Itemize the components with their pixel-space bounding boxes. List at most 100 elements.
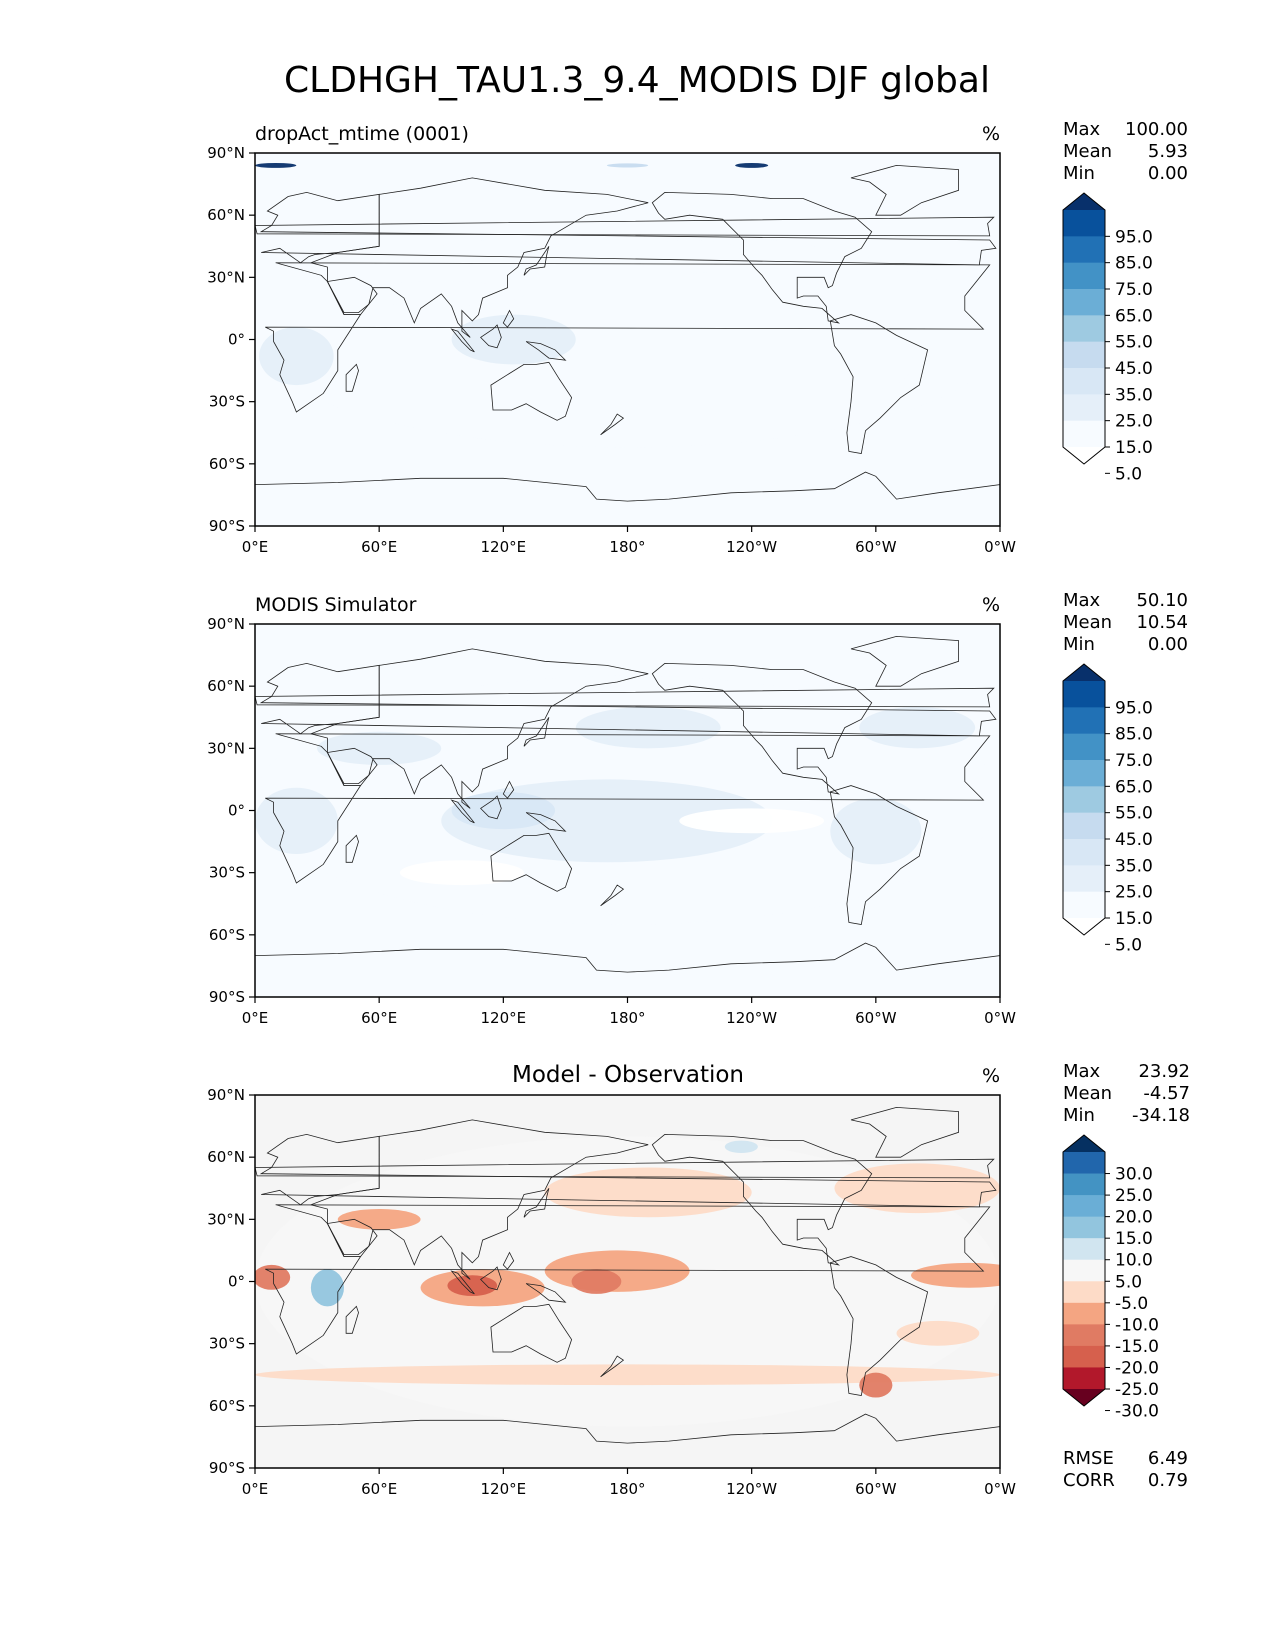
y-tick-label: 90°N xyxy=(207,1086,245,1104)
coastline-madagascar xyxy=(345,363,359,392)
coastline-africa xyxy=(265,1204,991,1355)
y-tick-label: 0° xyxy=(228,331,245,349)
colorbar-segment xyxy=(1063,1238,1105,1261)
colorbar-tick-label: -10.0 xyxy=(1115,1315,1159,1335)
colorbar-tick-label: 55.0 xyxy=(1115,804,1153,824)
field-region-13 xyxy=(896,1320,980,1346)
panel-model: dropAct_mtime (0001) % 0°E 60°E 120°E 180° 1… xyxy=(207,119,1188,556)
panel-units: % xyxy=(982,594,1000,616)
colorbar-tick-label: -20.0 xyxy=(1115,1358,1159,1378)
colorbar-tick-label: -25.0 xyxy=(1115,1380,1159,1400)
field-region-2 xyxy=(451,791,556,830)
coastline-sumatra xyxy=(450,799,475,824)
x-tick-label: 60°E xyxy=(361,1009,397,1027)
field-region-2 xyxy=(451,314,576,365)
colorbar-segment xyxy=(1063,733,1105,761)
x-tick-label: 180° xyxy=(609,1480,645,1498)
colorbar-extend-min xyxy=(1063,447,1105,464)
field-region-8 xyxy=(544,1167,752,1218)
map-field xyxy=(255,162,1000,448)
y-tick-label: 30°N xyxy=(207,268,245,286)
coastline-sumatra xyxy=(450,1270,475,1295)
coastline-europe xyxy=(259,1133,997,1208)
colorbar-segment xyxy=(1063,1345,1105,1368)
coastline-japan xyxy=(523,717,550,747)
field-region-4 xyxy=(631,240,748,274)
stat-max-label: Max xyxy=(1063,1061,1101,1082)
colorbar: 30.025.020.015.010.05.0-5.0-10.0-15.0-20… xyxy=(1062,1134,1159,1422)
colorbar-extend-min xyxy=(1063,918,1105,935)
coastline-borneo xyxy=(479,324,502,349)
colorbar-segment xyxy=(1063,262,1105,290)
field-layer xyxy=(255,675,1000,925)
colorbar-tick-label: 20.0 xyxy=(1115,1208,1153,1228)
colorbar-segment xyxy=(1063,786,1105,814)
colorbar-tick-label: 15.0 xyxy=(1115,909,1153,929)
colorbar-tick-label: 35.0 xyxy=(1115,385,1153,405)
coastline-africa xyxy=(265,262,991,413)
map-field xyxy=(255,675,1000,925)
colorbar-tick-label: 95.0 xyxy=(1115,698,1153,718)
field-region-9 xyxy=(834,1163,1000,1214)
map-field xyxy=(255,1136,1000,1427)
figure-title: CLDHGH_TAU1.3_9.4_MODIS DJF global xyxy=(284,60,990,101)
x-tick-label: 0°W xyxy=(984,1009,1016,1027)
colorbar-extend-min xyxy=(1063,1389,1105,1406)
coastline-greenland xyxy=(850,1106,959,1158)
y-tick-label: 90°N xyxy=(207,615,245,633)
coastline-australia xyxy=(490,1303,573,1363)
y-tick-label: 60°S xyxy=(209,1397,245,1415)
coastline-north-america xyxy=(651,1133,873,1266)
y-axis: 90°N 60°N 30°N 0° 30°S 60°S 90°S xyxy=(207,1086,255,1477)
coastline-arabia xyxy=(326,276,378,315)
colorbar-segment xyxy=(1063,1173,1105,1196)
field-region-7 xyxy=(911,1262,1000,1288)
field-region-7 xyxy=(317,731,442,765)
x-tick-label: 60°E xyxy=(361,1480,397,1498)
colorbar-tick-label: -5.0 xyxy=(1115,1294,1148,1314)
stats-block: Max 23.92 Mean -4.57 Min -34.18 xyxy=(1063,1061,1190,1126)
x-tick-label: 180° xyxy=(609,1009,645,1027)
x-axis: 0°E 60°E 120°E 180° 120°W 60°W 0°W xyxy=(242,997,1016,1027)
colorbar-segment xyxy=(1063,394,1105,422)
y-axis: 90°N 60°N 30°N 0° 30°S 60°S 90°S xyxy=(207,144,255,535)
x-tick-label: 120°E xyxy=(481,1480,527,1498)
coastline-japan xyxy=(523,1188,550,1218)
field-region-7 xyxy=(735,162,769,168)
colorbar: 95.0 85.0 75.0 65.0 55.0 45.0 35.0 25.0 15.0 5.0 xyxy=(1062,192,1153,484)
stat-mean-value: 5.93 xyxy=(1148,141,1188,162)
y-tick-label: 30°S xyxy=(209,864,245,882)
x-axis: 0°E 60°E 120°E 180° 120°W 60°W 0°W xyxy=(242,526,1016,556)
colorbar-tick-label: 10.0 xyxy=(1115,1251,1153,1271)
x-tick-label: 0°E xyxy=(242,1009,269,1027)
colorbar-tick-label: 30.0 xyxy=(1115,1165,1153,1185)
field-layer xyxy=(255,1136,1000,1427)
colorbar-tick-label: 5.0 xyxy=(1115,1272,1142,1292)
coastline-south-america xyxy=(829,1256,929,1396)
stat-max-value: 100.00 xyxy=(1125,119,1188,140)
colorbar-segment xyxy=(1063,289,1105,316)
field-layer xyxy=(255,162,1000,448)
colorbar-tick-label: -30.0 xyxy=(1115,1402,1159,1422)
coastline-madagascar xyxy=(345,1305,359,1334)
field-region-4 xyxy=(447,1275,498,1297)
coastline-africa xyxy=(265,733,991,884)
coastline-japan xyxy=(523,246,550,276)
panel-subtitle: Model - Observation xyxy=(512,1062,744,1088)
coastline-asia xyxy=(309,1119,649,1280)
colorbar-segment xyxy=(1063,1302,1105,1325)
y-axis: 90°N 60°N 30°N 0° 30°S 60°S 90°S xyxy=(207,615,255,1006)
colorbar-tick-label: 45.0 xyxy=(1115,830,1153,850)
stat-max-label: Max xyxy=(1063,119,1101,140)
colorbar-segment xyxy=(1063,839,1105,866)
field-region-6 xyxy=(255,162,297,168)
y-tick-label: 60°N xyxy=(207,677,245,695)
coastline-new-zealand xyxy=(600,1355,625,1378)
coastline-australia xyxy=(490,361,573,421)
colorbar-tick-label: 85.0 xyxy=(1115,725,1153,745)
coastline-south-america xyxy=(829,785,929,925)
colorbar-tick-label: 65.0 xyxy=(1115,777,1153,797)
y-tick-label: 30°N xyxy=(207,739,245,757)
field-region-10 xyxy=(337,1208,421,1230)
y-tick-label: 60°N xyxy=(207,206,245,224)
